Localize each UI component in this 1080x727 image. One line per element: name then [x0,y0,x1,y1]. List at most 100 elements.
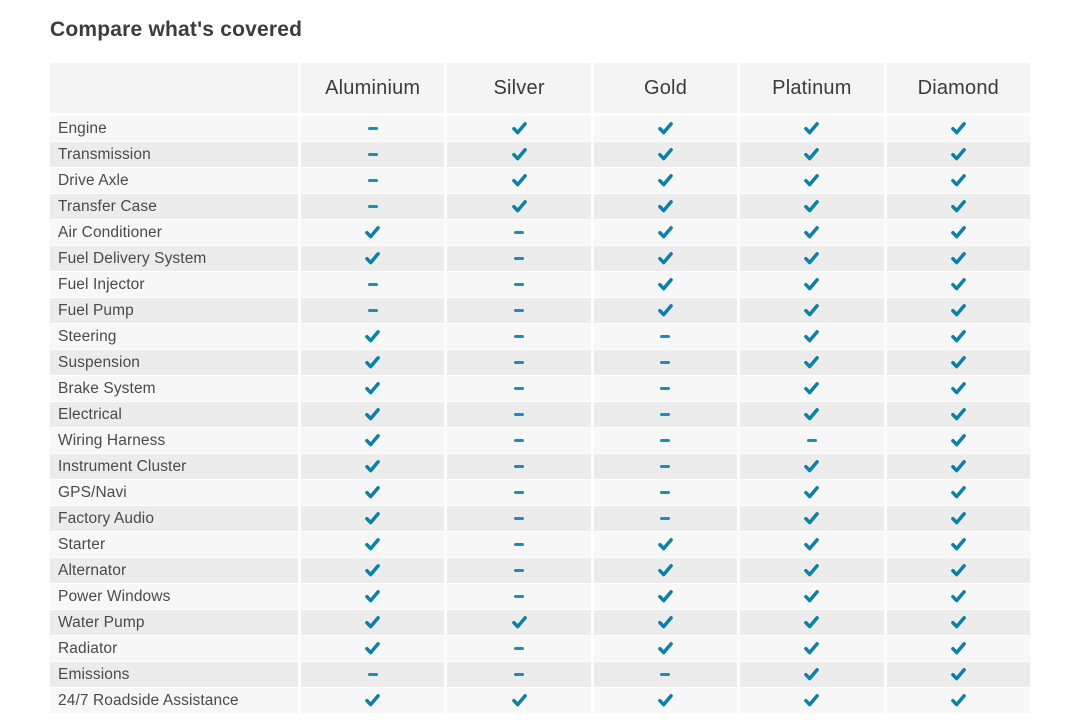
check-icon [950,616,966,629]
check-icon [950,408,966,421]
dash-icon [660,386,671,391]
coverage-cell [740,480,884,505]
check-icon [804,200,820,213]
coverage-cell [593,376,738,401]
feature-label: Drive Axle [50,168,298,193]
coverage-cell [301,168,445,193]
check-icon [804,538,820,551]
coverage-cell [593,298,738,323]
coverage-cell [886,116,1030,141]
coverage-cell [447,428,591,453]
check-icon [511,694,527,707]
coverage-comparison-table: Aluminium Silver Gold Platinum Diamond Engine… [50,63,1030,713]
dash-icon [367,126,378,131]
feature-label: Brake System [50,376,298,401]
check-icon [950,174,966,187]
table-row: Engine [50,116,1030,141]
coverage-cell [301,272,445,297]
table-row: Instrument Cluster [50,454,1030,479]
coverage-cell [740,142,884,167]
check-icon [804,382,820,395]
table-row: Power Windows [50,584,1030,609]
check-icon [511,174,527,187]
check-icon [658,642,673,655]
check-icon [365,590,381,603]
coverage-cell [593,428,738,453]
coverage-cell [740,636,884,661]
table-row: Drive Axle [50,168,1030,193]
check-icon [804,356,820,369]
table-row: Transfer Case [50,194,1030,219]
feature-label: Factory Audio [50,506,298,531]
coverage-cell [301,636,445,661]
check-icon [365,616,381,629]
coverage-cell [447,610,591,635]
check-icon [950,486,966,499]
coverage-cell [447,272,591,297]
coverage-cell [301,506,445,531]
dash-icon [806,438,817,443]
coverage-cell [447,220,591,245]
coverage-cell [593,168,738,193]
dash-icon [660,334,671,339]
dash-icon [514,568,525,573]
check-icon [804,122,820,135]
coverage-cell [301,662,445,687]
dash-icon [367,204,378,209]
dash-icon [660,516,671,521]
check-icon [950,590,966,603]
coverage-cell [886,506,1030,531]
feature-label: Instrument Cluster [50,454,298,479]
check-icon [804,486,820,499]
coverage-cell [301,558,445,583]
coverage-cell [301,350,445,375]
coverage-cell [447,662,591,687]
coverage-cell [886,428,1030,453]
coverage-cell [301,428,445,453]
check-icon [804,174,820,187]
coverage-cell [593,454,738,479]
check-icon [365,460,381,473]
table-row: Fuel Pump [50,298,1030,323]
check-icon [365,252,381,265]
check-icon [804,616,820,629]
coverage-cell [886,220,1030,245]
check-icon [804,408,820,421]
check-icon [658,694,673,707]
coverage-cell [447,324,591,349]
feature-label: Steering [50,324,298,349]
dash-icon [367,178,378,183]
check-icon [365,330,381,343]
check-icon [365,538,381,551]
coverage-cell [447,532,591,557]
check-icon [804,330,820,343]
dash-icon [514,308,525,313]
coverage-cell [301,116,445,141]
dash-icon [514,256,525,261]
feature-label: Power Windows [50,584,298,609]
coverage-cell [740,168,884,193]
coverage-cell [593,402,738,427]
check-icon [365,434,381,447]
coverage-cell [886,558,1030,583]
coverage-cell [886,480,1030,505]
coverage-cell [301,376,445,401]
coverage-cell [447,168,591,193]
check-icon [658,616,673,629]
check-icon [950,200,966,213]
dash-icon [660,438,671,443]
coverage-cell [886,246,1030,271]
coverage-cell [886,350,1030,375]
feature-label: Engine [50,116,298,141]
check-icon [658,304,673,317]
coverage-cell [301,142,445,167]
coverage-cell [886,142,1030,167]
coverage-cell [740,298,884,323]
feature-label: Starter [50,532,298,557]
feature-label: Alternator [50,558,298,583]
dash-icon [660,412,671,417]
coverage-cell [740,272,884,297]
check-icon [658,252,673,265]
dash-icon [660,360,671,365]
feature-label: Suspension [50,350,298,375]
